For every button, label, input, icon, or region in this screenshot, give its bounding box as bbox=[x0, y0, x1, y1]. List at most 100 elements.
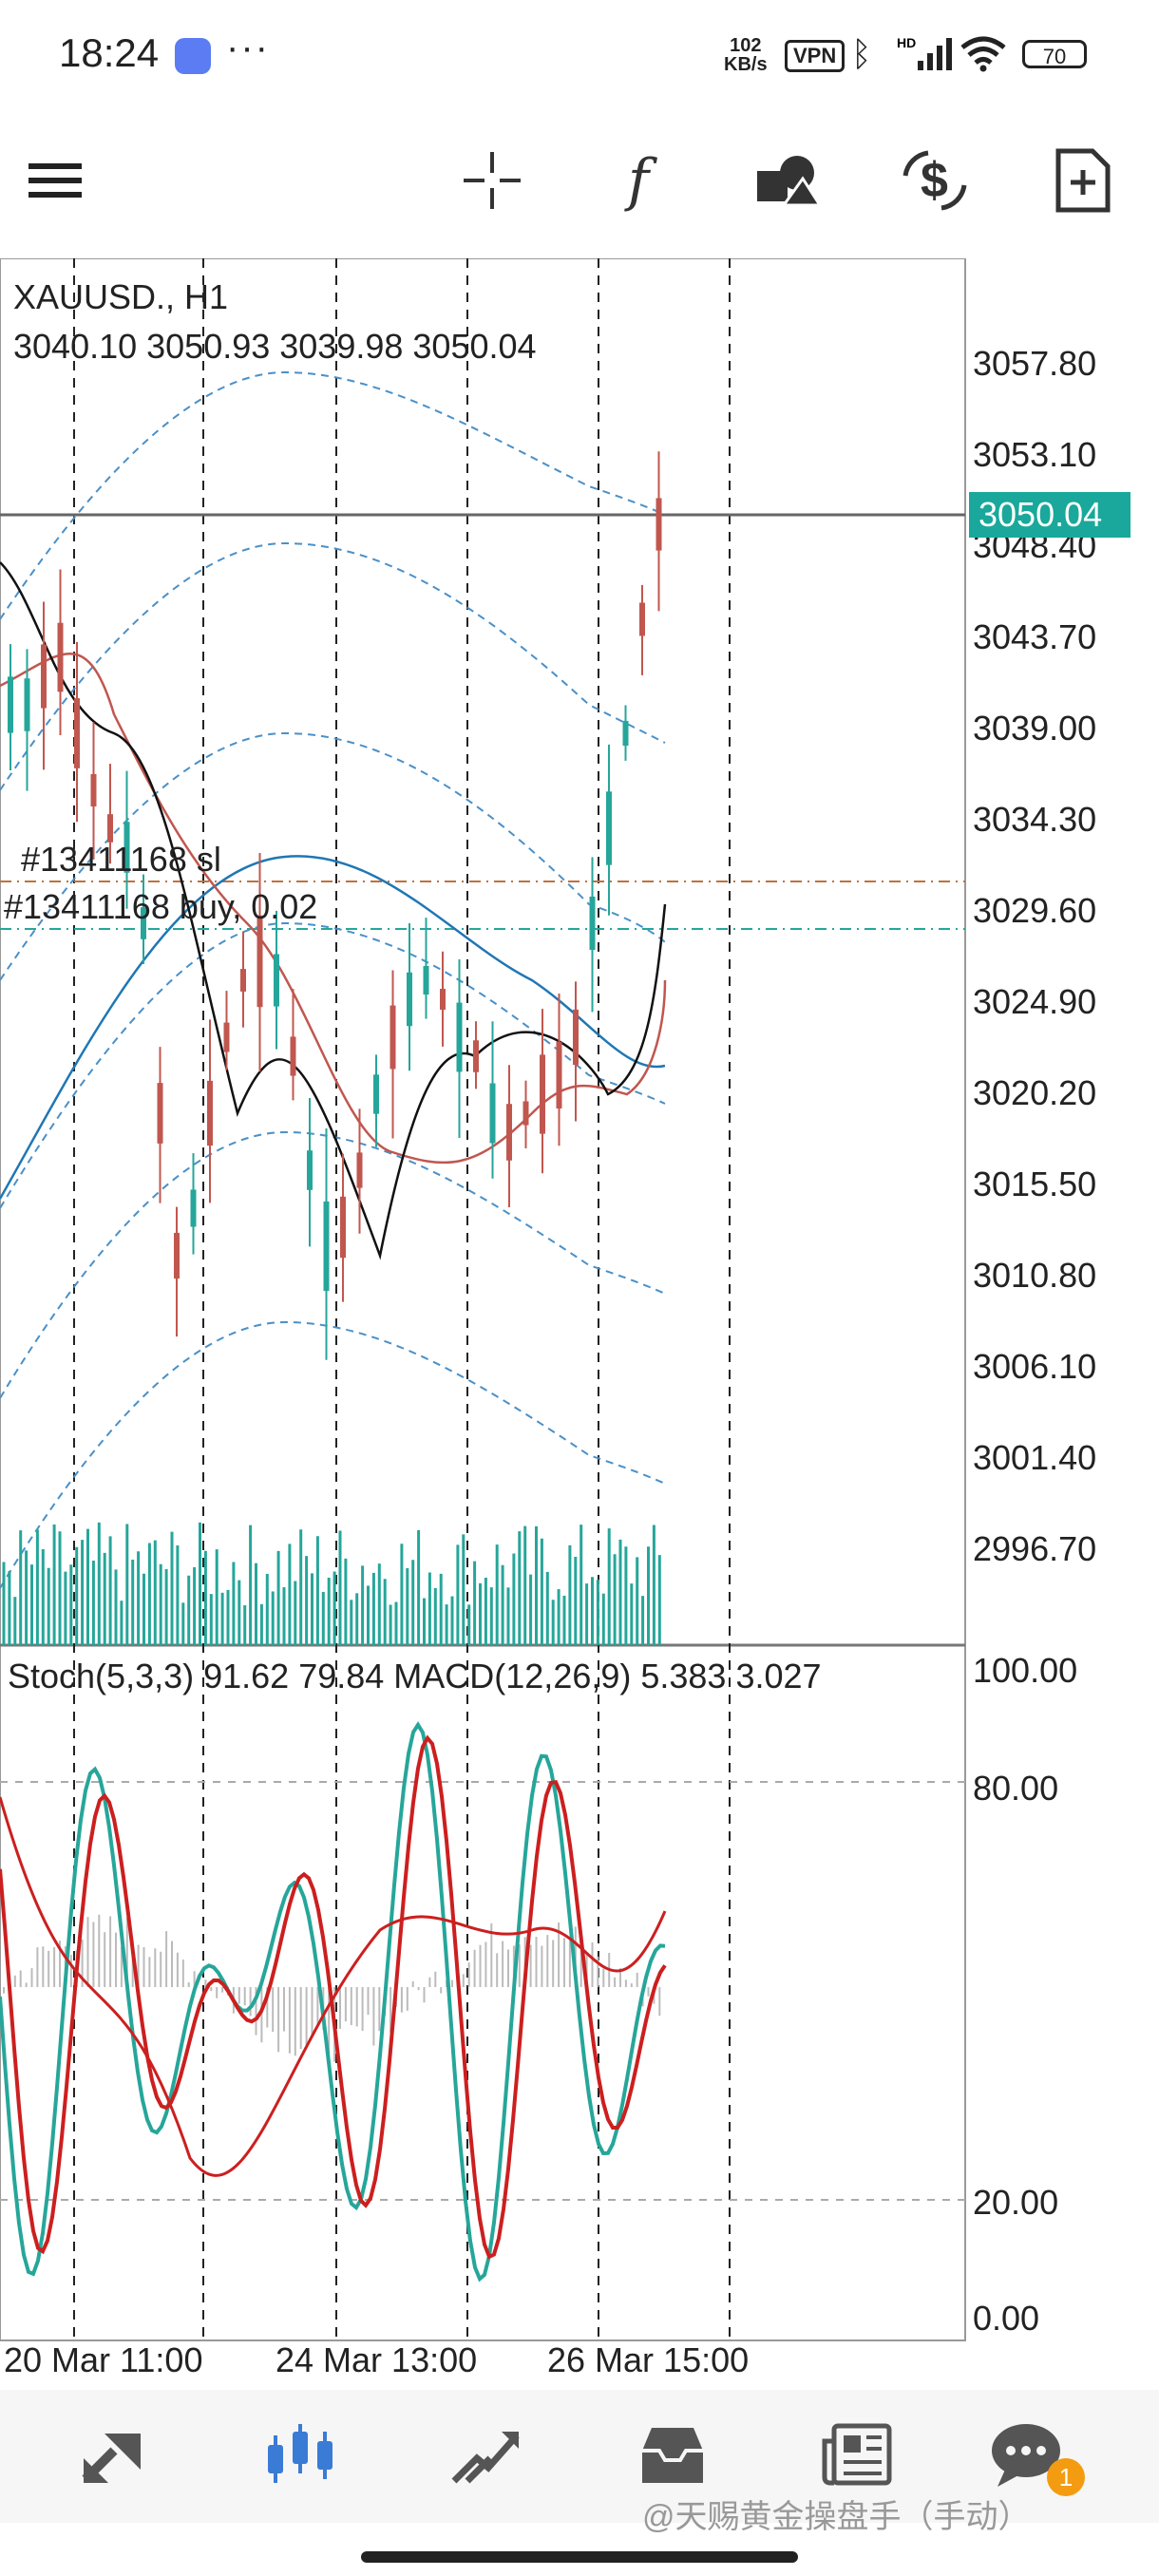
nav-news[interactable] bbox=[811, 2413, 906, 2498]
history-icon bbox=[642, 2428, 703, 2483]
candle-body bbox=[223, 1022, 230, 1052]
menu-button[interactable] bbox=[19, 142, 95, 218]
candle-body bbox=[190, 1189, 197, 1227]
wifi-icon bbox=[960, 36, 1006, 72]
x-label: 20 Mar 11:00 bbox=[4, 2340, 203, 2379]
vpn-icon: VPN bbox=[785, 40, 846, 72]
order-buy-label: #13411168 buy, 0.02 bbox=[4, 887, 318, 926]
envelope-band bbox=[0, 921, 666, 1209]
envelope-band bbox=[0, 1320, 666, 1589]
candle-body bbox=[440, 989, 446, 1010]
y-label: 3010.80 bbox=[973, 1256, 1097, 1295]
trade-icon bbox=[451, 2432, 520, 2484]
app-notification-icon bbox=[175, 38, 211, 74]
candle-body bbox=[307, 1150, 313, 1190]
trade-button[interactable]: $ bbox=[897, 142, 973, 218]
y-label: 3015.50 bbox=[973, 1165, 1097, 1203]
candle-body bbox=[174, 1232, 180, 1279]
candle-body bbox=[8, 676, 13, 733]
candle-body bbox=[57, 622, 64, 692]
current-price-tag: 3050.04 bbox=[969, 492, 1130, 538]
bottom-navigation: 1 bbox=[0, 2390, 1159, 2523]
candle-body bbox=[606, 791, 612, 865]
candle-body bbox=[373, 1074, 379, 1114]
function-icon: f bbox=[627, 147, 650, 214]
candle-body bbox=[240, 969, 246, 992]
objects-button[interactable] bbox=[750, 142, 826, 218]
candle-body bbox=[356, 1152, 363, 1188]
envelope-band bbox=[0, 731, 666, 981]
moving-average-long bbox=[0, 855, 666, 1200]
nav-messages[interactable] bbox=[978, 2413, 1074, 2498]
envelope-band bbox=[0, 1130, 666, 1399]
envelope-band bbox=[0, 541, 666, 791]
y-label: 3001.40 bbox=[973, 1438, 1097, 1477]
order-sl-label: #13411168 sl bbox=[21, 840, 221, 879]
candle-body bbox=[24, 678, 30, 731]
nav-history[interactable] bbox=[625, 2413, 720, 2498]
indicator-y-label: 100.00 bbox=[973, 1651, 1078, 1690]
indicator-y-label: 20.00 bbox=[973, 2183, 1059, 2222]
messages-badge: 1 bbox=[1047, 2458, 1085, 2496]
svg-text:$: $ bbox=[921, 153, 948, 208]
candle-body bbox=[656, 498, 662, 551]
candle-body bbox=[522, 1101, 529, 1126]
watermark-text: @天赐黄金操盘手（手动） bbox=[642, 2499, 1031, 2535]
stochastic-main-line bbox=[0, 1721, 666, 2282]
nav-chart[interactable] bbox=[253, 2413, 348, 2498]
candle-body bbox=[390, 1005, 396, 1070]
trade-icon: $ bbox=[902, 150, 967, 211]
nav-trade[interactable] bbox=[439, 2413, 534, 2498]
y-label: 3057.80 bbox=[973, 344, 1097, 383]
candle-body bbox=[340, 1196, 346, 1259]
news-icon bbox=[822, 2423, 892, 2486]
candle-body bbox=[456, 1002, 463, 1072]
status-bar: 18:24 ··· 102 KB/s VPN ᛒ HD 70 bbox=[0, 0, 1159, 114]
stochastic-signal-line bbox=[0, 1734, 667, 2260]
macd-signal-line bbox=[0, 1796, 667, 2177]
indicator-y-label: 80.00 bbox=[973, 1769, 1059, 1808]
candle-body bbox=[473, 1040, 479, 1072]
home-indicator[interactable] bbox=[361, 2551, 798, 2563]
candle-body bbox=[540, 1054, 545, 1134]
candle-body bbox=[323, 1201, 330, 1292]
status-time: 18:24 bbox=[59, 30, 160, 75]
y-label: 3024.90 bbox=[973, 982, 1097, 1021]
candle-body bbox=[506, 1104, 512, 1161]
candle-body bbox=[589, 896, 596, 951]
y-label: 2996.70 bbox=[973, 1529, 1097, 1568]
candle-body bbox=[622, 720, 629, 747]
price-chart[interactable]: XAUUSD., H1 3040.10 3050.93 3039.98 3050… bbox=[0, 258, 1159, 2379]
new-chart-button[interactable] bbox=[1045, 142, 1121, 218]
candle-body bbox=[207, 1080, 213, 1146]
x-label: 24 Mar 13:00 bbox=[276, 2340, 478, 2379]
candle-body bbox=[489, 1083, 496, 1144]
candle-body bbox=[157, 1083, 163, 1144]
y-label: 3006.10 bbox=[973, 1347, 1097, 1386]
candle-body bbox=[556, 1042, 562, 1108]
crosshair-icon bbox=[464, 152, 521, 209]
more-notifications-icon: ··· bbox=[226, 27, 270, 68]
indicator-y-label: 0.00 bbox=[973, 2299, 1040, 2338]
chart-toolbar: f $ bbox=[0, 123, 1159, 237]
moving-average-fast bbox=[0, 561, 667, 1260]
y-label: 3039.00 bbox=[973, 709, 1097, 748]
menu-icon bbox=[28, 163, 82, 198]
chart-symbol: XAUUSD., H1 bbox=[13, 277, 229, 316]
nav-quotes[interactable] bbox=[66, 2413, 162, 2498]
quotes-icon bbox=[82, 2434, 141, 2483]
candle-body bbox=[639, 602, 645, 636]
indicators-button[interactable]: f bbox=[600, 142, 676, 218]
candle-body bbox=[274, 954, 279, 1007]
objects-icon bbox=[757, 156, 822, 207]
y-label: 3043.70 bbox=[973, 617, 1097, 656]
messages-icon bbox=[992, 2424, 1060, 2487]
candle-body bbox=[107, 814, 113, 843]
crosshair-button[interactable] bbox=[454, 142, 530, 218]
candle-body bbox=[256, 915, 263, 1008]
chart-canvas[interactable] bbox=[0, 258, 1159, 2367]
network-speed: 102 KB/s bbox=[724, 36, 768, 74]
candle-body bbox=[90, 773, 97, 807]
battery-icon: 70 bbox=[1022, 40, 1087, 68]
network-speed-unit: KB/s bbox=[724, 54, 768, 75]
